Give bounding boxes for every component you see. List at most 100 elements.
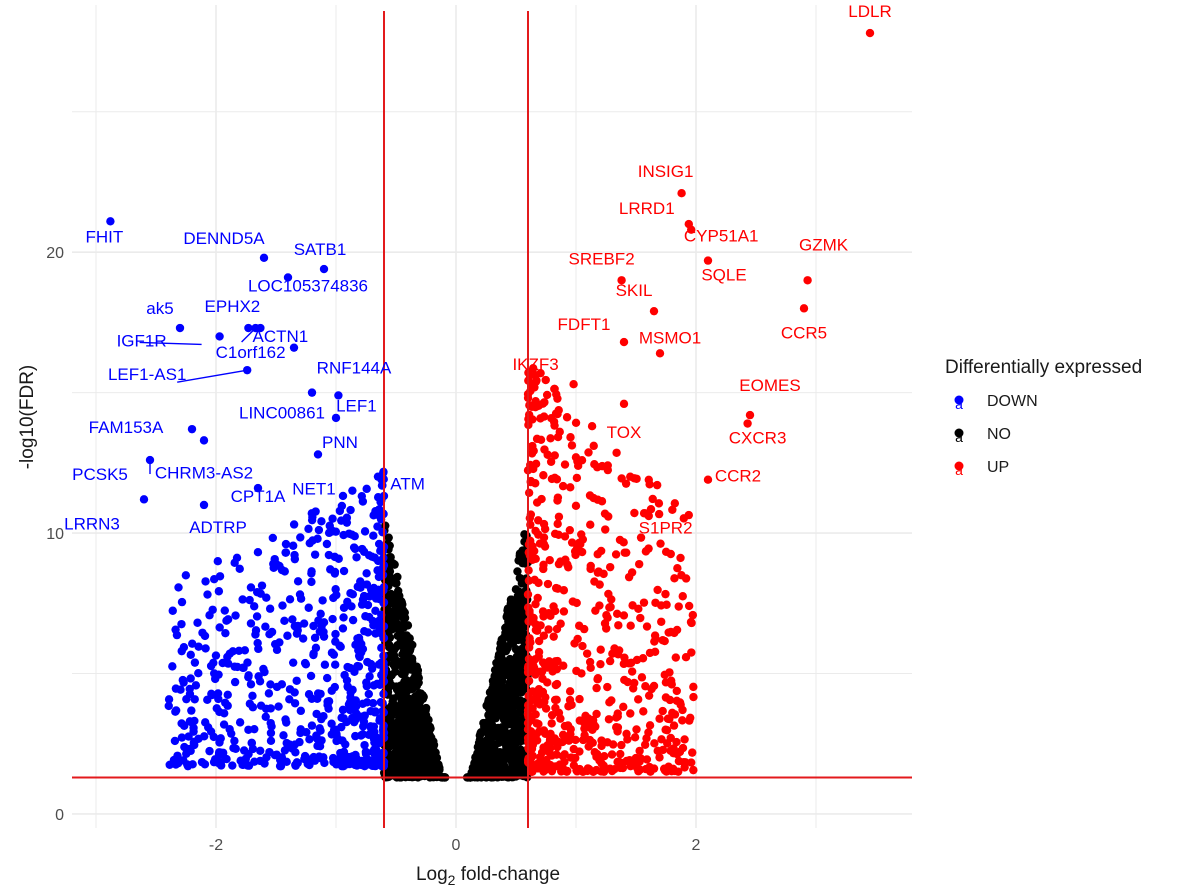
data-point [658,636,667,645]
data-point [309,621,318,631]
x-axis-title: Log2 fold-change [416,864,560,887]
data-point [282,718,291,727]
data-point [619,659,629,669]
data-point [315,741,325,751]
data-point [296,706,306,716]
data-point [527,442,536,452]
data-point [335,641,344,650]
data-point [223,652,232,662]
data-point [572,598,581,608]
data-point [296,533,305,542]
data-point [593,674,603,683]
data-point [604,715,614,724]
data-point [249,602,259,611]
data-point [179,643,189,652]
data-point [177,733,187,742]
data-point [298,634,308,643]
data-point [245,595,254,605]
y-axis-title: -log10(FDR) [17,365,38,470]
data-point [603,613,612,622]
data-point [241,754,251,763]
data-point [547,719,556,728]
data-point [566,483,575,492]
data-point [539,560,548,570]
legend-key-glyph: a [955,429,963,445]
data-point [313,534,322,543]
data-point [543,740,552,750]
data-point [370,708,380,717]
data-point [548,667,557,676]
data-point [605,656,615,666]
data-point [400,608,409,617]
data-point [672,686,682,696]
data-point [191,681,201,690]
gene-label-gzmk: GZMK [799,235,849,254]
data-point [262,753,271,762]
data-point [644,475,653,484]
data-point [279,731,288,740]
data-point [248,703,258,712]
gene-label-linc00861: LINC00861 [239,404,325,423]
data-point [511,718,520,728]
data-point-adtrp [199,500,209,510]
data-point [209,669,219,678]
data-point [365,672,374,681]
data-point [585,657,595,667]
data-point [282,757,291,767]
data-point [650,631,660,640]
data-point [539,726,549,735]
data-point [369,511,378,520]
data-point [655,753,664,762]
data-point [628,684,638,693]
data-point [307,721,317,730]
data-point [368,761,378,770]
data-point [331,584,340,594]
data-point [571,418,581,427]
data-point [492,683,502,692]
data-point [346,688,355,697]
gene-label-cyp51a1: CYP51A1 [684,227,759,246]
data-point [586,520,595,529]
data-point [407,752,416,761]
data-point [429,751,439,760]
data-point [549,632,558,641]
data-point [399,703,408,712]
data-point [493,723,503,733]
data-point [400,676,410,686]
data-point [385,572,394,581]
data-point [353,634,362,643]
data-point [402,653,411,663]
data-point [165,760,174,769]
data-point [632,474,641,483]
data-point [307,567,316,576]
data-point [421,710,431,720]
data-point [319,711,328,721]
data-point [370,553,379,562]
data-point [213,557,223,566]
data-point [610,644,619,653]
data-point [293,577,303,586]
data-point [288,658,298,667]
data-point [644,691,654,700]
data-point [364,689,373,699]
data-point [532,434,542,444]
data-point [504,662,513,671]
data-point [525,643,534,652]
data-point [174,583,183,592]
legend-key-no [954,428,964,438]
data-point [573,634,582,644]
gene-label-pnn: PNN [322,433,358,452]
data-point [572,544,582,553]
data-point [338,491,348,501]
gene-label-srebf2: SREBF2 [569,249,635,268]
data-point [399,623,408,632]
data-point [634,604,643,614]
data-point [538,687,548,697]
data-point [235,718,245,727]
data-point [571,501,581,511]
data-point [203,695,212,705]
data-point [535,752,545,762]
data-point [394,743,403,752]
data-point [498,640,507,649]
data-point [608,740,618,749]
